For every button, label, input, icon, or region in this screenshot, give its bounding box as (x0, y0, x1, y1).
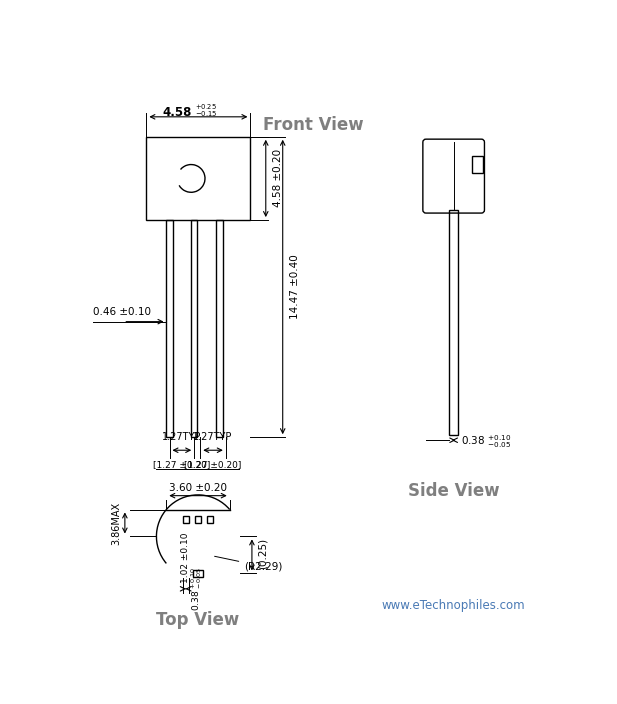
Text: (0.25): (0.25) (257, 538, 267, 569)
Bar (193, 570, 204, 577)
Text: 0.38 $^{+0.10}_{-0.05}$: 0.38 $^{+0.10}_{-0.05}$ (189, 567, 204, 611)
Text: 3.86MAX: 3.86MAX (111, 501, 121, 545)
Text: 14.47 ±0.40: 14.47 ±0.40 (291, 255, 300, 320)
Text: 1.27TYP: 1.27TYP (162, 432, 202, 442)
Text: (R2.29): (R2.29) (215, 556, 283, 572)
Text: Side View: Side View (408, 482, 500, 500)
Text: $^{+0.25}_{-0.15}$: $^{+0.25}_{-0.15}$ (194, 102, 217, 119)
Text: 0.38 $^{+0.10}_{-0.05}$: 0.38 $^{+0.10}_{-0.05}$ (462, 434, 511, 450)
Bar (217, 220, 223, 437)
Text: 1.02 ±0.10: 1.02 ±0.10 (181, 533, 190, 584)
Bar (183, 515, 189, 523)
Bar (146, 137, 251, 220)
Text: 0.46 ±0.10: 0.46 ±0.10 (93, 307, 151, 317)
Bar (195, 515, 201, 523)
Text: Front View: Front View (263, 115, 364, 134)
FancyBboxPatch shape (423, 139, 484, 213)
Text: www.eTechnophiles.com: www.eTechnophiles.com (382, 599, 526, 612)
Text: [1.27 ±0.20]: [1.27 ±0.20] (153, 460, 210, 470)
Bar (207, 515, 213, 523)
Bar (472, 156, 483, 173)
Text: [1.27 ±0.20]: [1.27 ±0.20] (184, 460, 242, 470)
Bar (167, 220, 173, 437)
Text: 3.60 ±0.20: 3.60 ±0.20 (169, 484, 227, 494)
Bar (449, 210, 458, 435)
Text: 1.27TYP: 1.27TYP (193, 432, 233, 442)
Bar (191, 220, 197, 437)
Text: Top View: Top View (156, 611, 239, 629)
Text: 4.58: 4.58 (163, 106, 193, 119)
Text: 4.58 ±0.20: 4.58 ±0.20 (273, 149, 283, 208)
